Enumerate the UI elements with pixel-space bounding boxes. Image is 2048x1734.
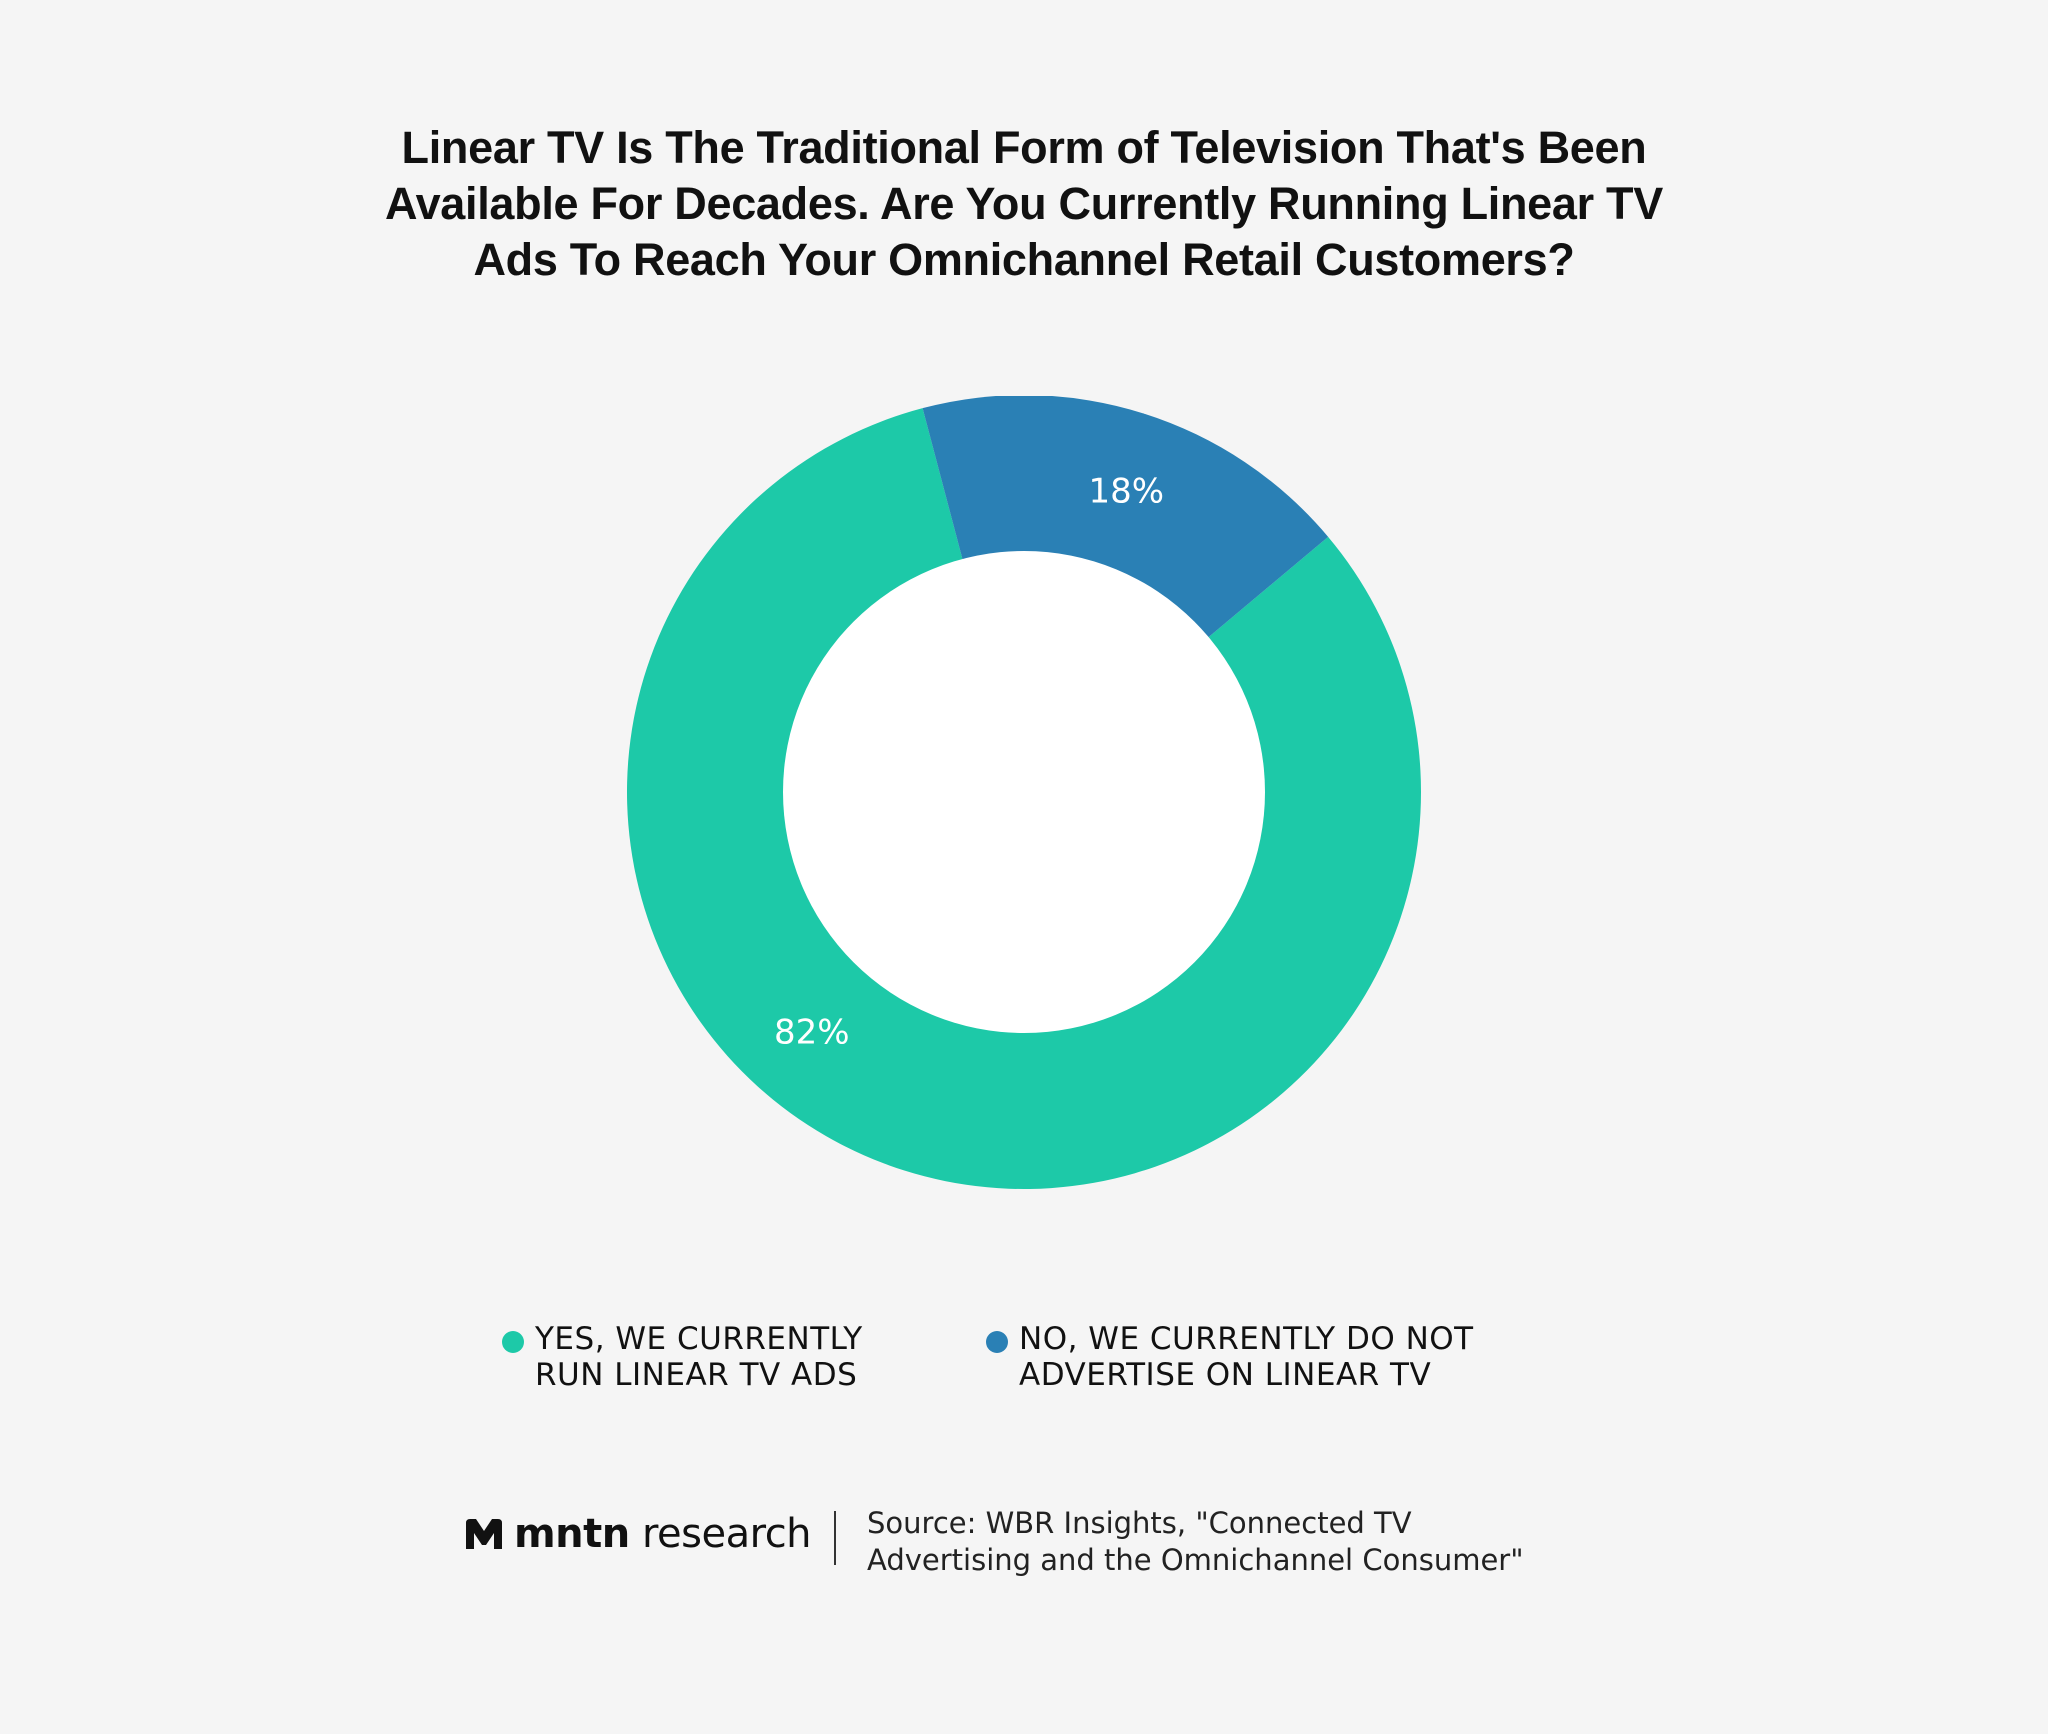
brand-name-regular: research <box>641 1511 812 1557</box>
donut-hole <box>783 551 1265 1033</box>
brand-wordmark: mntn research <box>514 1511 812 1557</box>
source-citation: Source: WBR Insights, "Connected TV Adve… <box>867 1505 1524 1579</box>
legend-swatch-no <box>986 1331 1008 1353</box>
slice-label-yes: 82% <box>774 1013 850 1053</box>
mntn-logo-icon <box>466 1519 502 1549</box>
chart-title-line-2: Available For Decades. Are You Currently… <box>385 178 1663 229</box>
brand-logo: mntn research <box>464 1511 812 1557</box>
legend-label-yes: YES, WE CURRENTLY RUN LINEAR TV ADS <box>535 1321 863 1393</box>
source-line-2: Advertising and the Omnichannel Consumer… <box>867 1543 1524 1577</box>
source-line-1: Source: WBR Insights, "Connected TV <box>867 1506 1412 1540</box>
chart-title: Linear TV Is The Traditional Form of Tel… <box>274 120 1774 288</box>
legend-label-no-line-2: ADVERTISE ON LINEAR TV <box>1019 1357 1432 1393</box>
donut-chart: 82% 18% <box>627 396 1421 1189</box>
legend-label-no-line-1: NO, WE CURRENTLY DO NOT <box>1019 1321 1474 1357</box>
legend-swatch-yes <box>502 1331 524 1353</box>
legend-label-yes-line-2: RUN LINEAR TV ADS <box>535 1357 858 1393</box>
legend-label-no: NO, WE CURRENTLY DO NOT ADVERTISE ON LIN… <box>1019 1321 1474 1393</box>
chart-title-line-1: Linear TV Is The Traditional Form of Tel… <box>401 122 1647 173</box>
legend-item-no: NO, WE CURRENTLY DO NOT ADVERTISE ON LIN… <box>986 1321 1474 1393</box>
brand-name-bold: mntn <box>514 1511 630 1557</box>
footer-divider <box>834 1511 836 1565</box>
chart-title-line-3: Ads To Reach Your Omnichannel Retail Cus… <box>473 234 1575 285</box>
legend-label-yes-line-1: YES, WE CURRENTLY <box>535 1321 863 1357</box>
legend-item-yes: YES, WE CURRENTLY RUN LINEAR TV ADS <box>502 1321 863 1393</box>
slice-label-no: 18% <box>1089 472 1165 512</box>
